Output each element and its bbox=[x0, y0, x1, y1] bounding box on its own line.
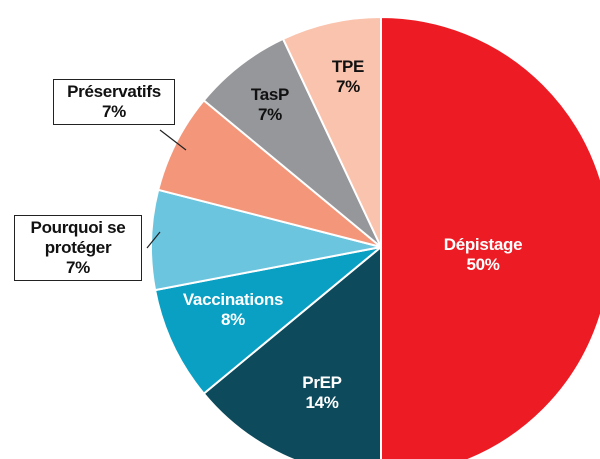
leader-line bbox=[146, 231, 161, 249]
value-label: 7% bbox=[336, 77, 360, 96]
category-label: TasP bbox=[250, 85, 290, 104]
value-label: 7% bbox=[66, 258, 90, 277]
leader-line bbox=[159, 129, 187, 151]
category-label: Dépistage bbox=[443, 235, 523, 254]
slice-label: TPE 7% bbox=[318, 57, 378, 97]
value-label: 50% bbox=[466, 255, 500, 274]
pie-slice bbox=[202, 37, 382, 248]
slice-label: TasP 7% bbox=[240, 85, 300, 125]
value-label: 8% bbox=[221, 310, 245, 329]
pie-slice bbox=[281, 15, 382, 248]
category-label: TPE bbox=[331, 57, 365, 76]
slice-label: PrEP 14% bbox=[282, 373, 362, 413]
slice-label: Préservatifs 7% bbox=[53, 79, 175, 125]
pie-slice bbox=[153, 246, 382, 396]
slice-label: Pourquoi se protéger 7% bbox=[14, 215, 142, 281]
category-label: Pourquoi se protéger bbox=[30, 218, 126, 257]
slice-label: Vaccinations 8% bbox=[163, 290, 303, 330]
value-label: 7% bbox=[258, 105, 282, 124]
pie-slice bbox=[202, 244, 382, 459]
value-label: 7% bbox=[102, 102, 126, 121]
value-label: 14% bbox=[305, 393, 339, 412]
category-label: Préservatifs bbox=[67, 82, 161, 101]
category-label: Vaccinations bbox=[182, 290, 284, 309]
pie-slice bbox=[380, 15, 600, 459]
slice-label: Dépistage 50% bbox=[423, 235, 543, 275]
pie-slice bbox=[150, 188, 382, 292]
category-label: PrEP bbox=[302, 373, 342, 392]
